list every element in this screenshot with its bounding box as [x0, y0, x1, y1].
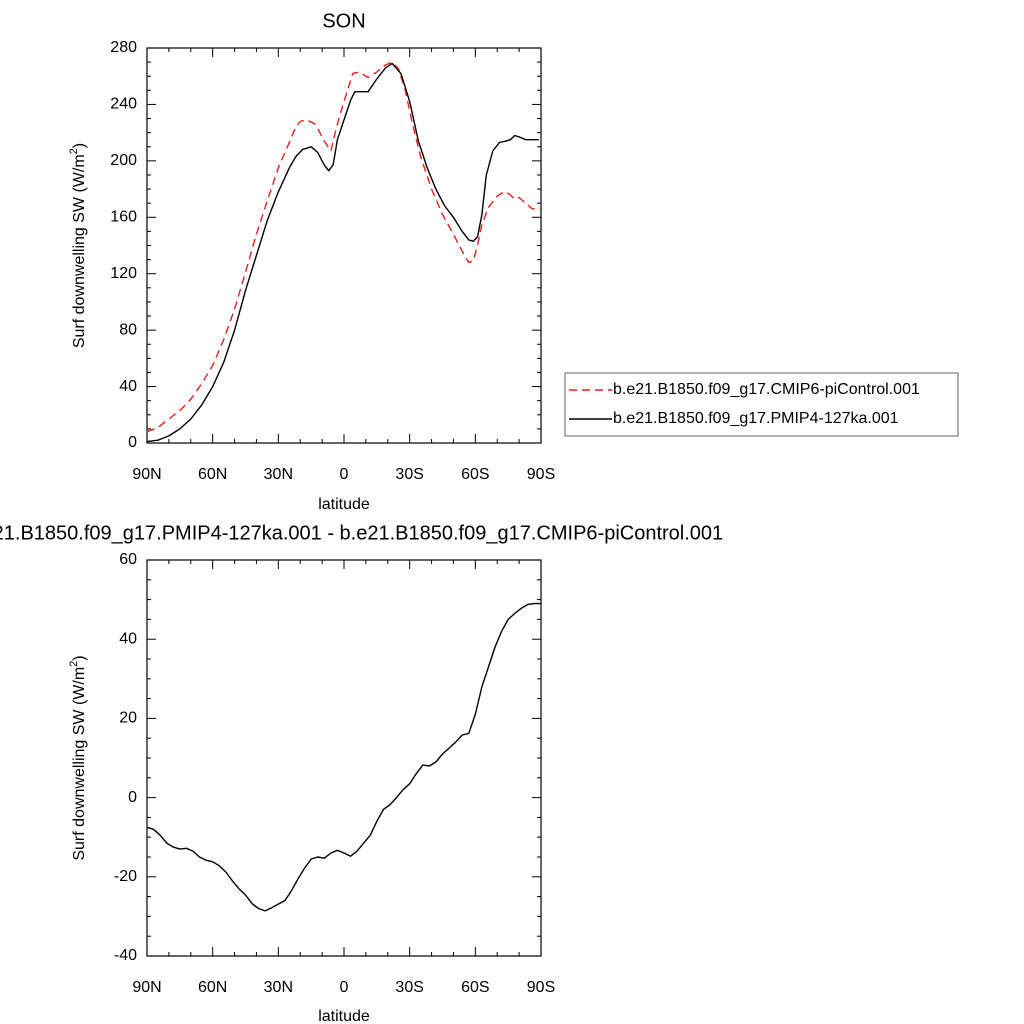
y-axis-label-close: ) [71, 143, 88, 148]
x-tick-label: 60S [461, 979, 489, 996]
x-tick-label: 60S [461, 466, 489, 483]
x-tick-label: 90N [132, 979, 161, 996]
y-tick-label: -20 [114, 868, 137, 885]
x-tick-label: 30S [395, 466, 423, 483]
y-axis-label: Surf downwelling SW (W/m2) [68, 143, 88, 348]
top-panel: SON 90N 60N 30N 0 30S 60S 90S 0 40 80 120 160 200 240 2… [68, 10, 555, 513]
y-axis-label-main: Surf downwelling SW (W/m [71, 667, 88, 861]
plot-frame [146, 559, 542, 957]
x-tick-label: 0 [340, 979, 349, 996]
x-axis-label: latitude [318, 1008, 370, 1024]
y-tick-label: 160 [110, 209, 137, 226]
y-tick-label: 280 [110, 39, 137, 56]
x-axis-label: latitude [318, 496, 370, 513]
x-tick-label: 30S [395, 979, 423, 996]
x-tick-label: 60N [198, 979, 227, 996]
y-tick-label: -40 [114, 947, 137, 964]
legend: b.e21.B1850.f09_g17.CMIP6-piControl.001b… [564, 372, 959, 437]
chart-title: b.e21.B1850.f09_g17.PMIP4-127ka.001 - b.… [0, 522, 723, 544]
y-axis-label-close: ) [71, 655, 88, 660]
x-tick-label: 30N [264, 979, 293, 996]
x-tick-label: 90S [527, 466, 555, 483]
series-line [146, 62, 539, 443]
y-tick-label: 0 [128, 434, 137, 451]
x-tick-label: 90N [132, 466, 161, 483]
y-tick-label: 60 [119, 551, 137, 568]
y-axis-label: Surf downwelling SW (W/m2) [68, 655, 88, 860]
x-tick-label: 30N [264, 466, 293, 483]
legend-label: b.e21.B1850.f09_g17.PMIP4-127ka.001 [613, 410, 899, 427]
y-tick-label: 40 [119, 378, 137, 395]
x-tick-label: 0 [340, 466, 349, 483]
legend-box [564, 372, 959, 437]
y-axis-label-sup: 2 [68, 148, 80, 154]
x-tick-label: 60N [198, 466, 227, 483]
series-line [146, 602, 541, 912]
x-tick-label: 90S [527, 979, 555, 996]
chart-title: SON [322, 10, 365, 32]
y-tick-label: 200 [110, 152, 137, 169]
plot-frame [146, 47, 542, 444]
y-axis-label-sup: 2 [68, 661, 80, 667]
y-tick-label: 120 [110, 265, 137, 282]
bottom-panel: b.e21.B1850.f09_g17.PMIP4-127ka.001 - b.… [0, 522, 723, 1024]
y-tick-label: 20 [119, 710, 137, 727]
y-tick-label: 80 [119, 321, 137, 338]
y-tick-label: 40 [119, 630, 137, 647]
y-tick-label: 0 [128, 789, 137, 806]
series-line [146, 61, 541, 433]
y-tick-label: 240 [110, 96, 137, 113]
legend-label: b.e21.B1850.f09_g17.CMIP6-piControl.001 [613, 381, 920, 398]
y-axis-label-main: Surf downwelling SW (W/m [71, 154, 88, 348]
